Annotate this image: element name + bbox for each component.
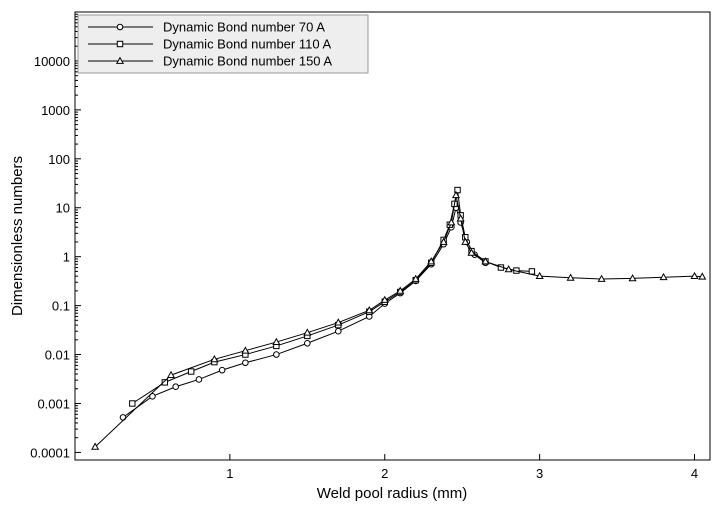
marker	[439, 237, 448, 245]
marker	[690, 271, 699, 280]
marker	[119, 414, 127, 421]
series-line	[94, 195, 703, 448]
x-tick-label: 3	[536, 466, 543, 481]
y-tick-label: 0.1	[52, 299, 70, 314]
marker	[210, 354, 219, 363]
x-tick-label: 4	[691, 466, 698, 481]
x-tick-label: 2	[381, 466, 388, 481]
marker	[273, 351, 280, 358]
y-tick-label: 1	[63, 250, 70, 265]
marker	[411, 274, 420, 282]
marker	[272, 337, 281, 345]
y-tick-label: 0.001	[37, 396, 70, 411]
y-axis-label: Dimensionless numbers	[9, 156, 26, 316]
marker	[481, 257, 490, 265]
marker	[504, 265, 513, 273]
x-tick-label: 1	[226, 466, 233, 481]
marker	[659, 272, 668, 281]
marker	[427, 257, 436, 265]
marker	[115, 56, 125, 64]
marker	[597, 274, 606, 282]
marker	[218, 366, 226, 374]
marker	[116, 23, 124, 31]
marker	[241, 346, 250, 354]
marker	[380, 295, 389, 303]
marker	[628, 274, 637, 282]
marker	[365, 306, 374, 314]
marker	[454, 186, 461, 194]
marker	[566, 273, 575, 281]
legend-label: Dynamic Bond number 70 A	[163, 20, 325, 35]
y-tick-label: 10000	[34, 54, 70, 69]
marker	[467, 248, 476, 256]
marker	[116, 40, 124, 48]
y-tick-label: 100	[48, 152, 70, 167]
marker	[528, 268, 536, 275]
legend-label: Dynamic Bond number 150 A	[163, 54, 332, 69]
x-axis-label: Weld pool radius (mm)	[317, 485, 468, 502]
y-tick-label: 10	[56, 201, 70, 216]
marker	[303, 328, 312, 336]
y-tick-label: 0.01	[45, 348, 70, 363]
marker	[91, 442, 100, 450]
marker	[304, 339, 311, 347]
marker	[456, 214, 465, 222]
marker	[129, 400, 136, 407]
marker	[396, 286, 405, 294]
marker	[187, 368, 195, 375]
y-tick-label: 0.0001	[30, 445, 70, 460]
marker	[447, 218, 456, 226]
marker	[166, 370, 176, 379]
marker	[172, 383, 179, 391]
marker	[535, 271, 544, 280]
marker	[451, 190, 461, 199]
marker	[334, 318, 343, 326]
marker	[242, 359, 249, 367]
marker	[161, 379, 169, 386]
y-tick-label: 1000	[41, 103, 70, 118]
marker	[334, 327, 342, 335]
marker	[698, 272, 707, 280]
legend-label: Dynamic Bond number 110 A	[163, 37, 331, 52]
marker	[149, 393, 156, 400]
marker	[461, 237, 470, 245]
plot-frame	[74, 11, 711, 461]
marker	[195, 376, 203, 383]
